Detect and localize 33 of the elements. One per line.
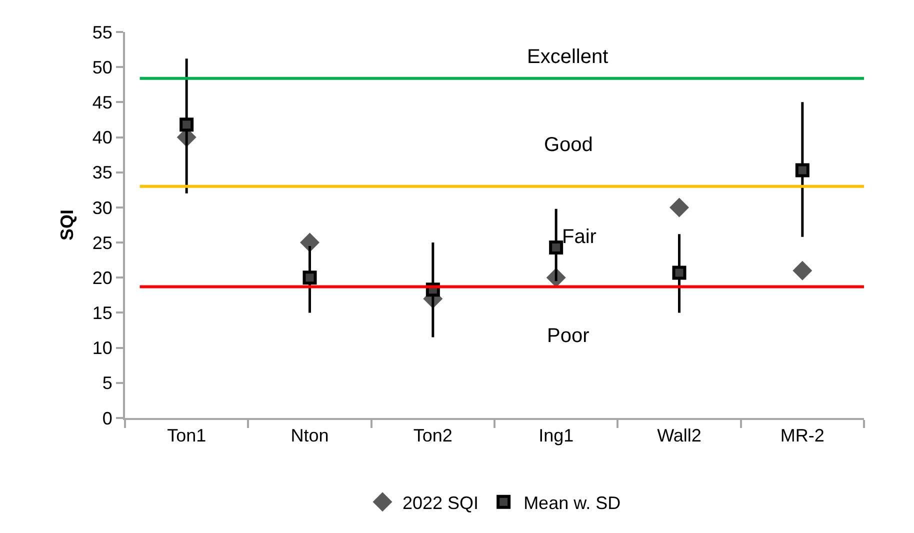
- x-tick-label: Ton2: [413, 426, 452, 446]
- y-tick-label: 0: [102, 408, 112, 428]
- y-tick-label: 55: [92, 22, 112, 42]
- point: [795, 163, 810, 178]
- y-tick-label: 20: [92, 268, 112, 288]
- y-tick-label: 35: [92, 162, 112, 183]
- annotation: Excellent: [527, 46, 609, 68]
- point: [549, 240, 564, 254]
- x-tick-label: MR-2: [780, 426, 824, 446]
- y-tick-label: 50: [92, 57, 112, 78]
- annotation: Good: [544, 134, 593, 156]
- point: [670, 198, 689, 218]
- y-tick-label: 5: [102, 373, 112, 394]
- y-tick-label: 25: [92, 232, 112, 253]
- y-tick-label: 30: [92, 198, 112, 218]
- legend-label: 2022 SQI: [402, 492, 479, 513]
- annotation: Fair: [562, 226, 597, 248]
- y-tick-label: 15: [92, 303, 112, 324]
- point: [672, 266, 686, 280]
- point: [792, 260, 812, 280]
- x-tick-label: Wall2: [657, 426, 702, 446]
- point: [300, 232, 320, 252]
- x-tick-label: Ing1: [538, 426, 574, 446]
- annotation: Poor: [547, 325, 590, 347]
- legend-label: Mean w. SD: [524, 492, 621, 513]
- x-tick-label: Nton: [290, 426, 329, 446]
- point: [180, 118, 194, 132]
- point: [302, 270, 317, 285]
- y-axis-title: SQI: [57, 209, 78, 241]
- x-tick-label: Ton1: [167, 426, 206, 446]
- y-tick-label: 45: [92, 92, 112, 112]
- y-tick-label: 40: [92, 128, 112, 148]
- y-tick-label: 10: [92, 338, 112, 358]
